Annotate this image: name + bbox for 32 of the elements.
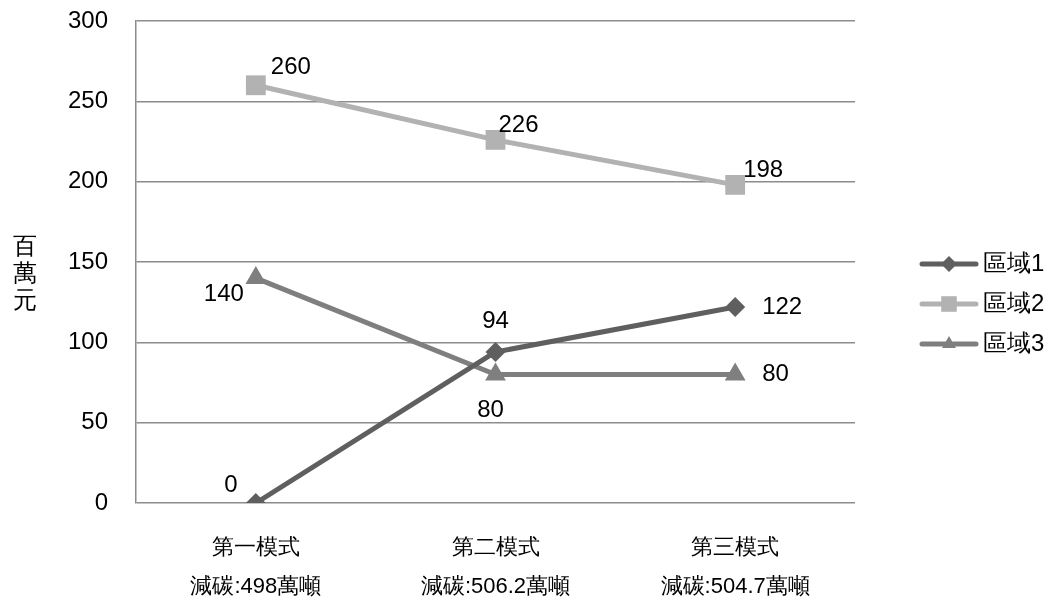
x-tick-label: 第二模式 [451,534,540,560]
point [724,362,746,381]
y-tick-label: 250 [67,85,108,113]
y-tick-label: 300 [67,5,108,33]
y-tick-label: 150 [67,246,108,274]
data-label: 140 [203,278,244,306]
legend-label: 區域3 [983,328,1045,356]
point [725,174,746,195]
y-tick-label: 50 [81,407,108,435]
y-tick-label: 200 [67,166,108,194]
legend-label: 區域1 [983,248,1045,276]
data-label: 80 [477,395,504,423]
y-tick-label: 0 [94,487,108,515]
point [485,362,506,381]
y-axis-title: 百萬元 [12,232,38,313]
text: 減碳:506.2萬噸 [420,573,571,599]
data-label: 226 [498,109,539,137]
data-label: 0 [224,469,238,497]
y-tick-label: 100 [67,326,108,354]
data-label: 94 [482,305,509,333]
x-tick-label: 第一模式 [211,534,300,560]
legend-label: 區域2 [983,288,1045,316]
data-label: 122 [762,291,803,319]
data-label: 260 [270,51,311,79]
point [245,75,266,96]
text: 減碳:498萬噸 [190,573,322,599]
text: 減碳:504.7萬噸 [660,573,810,599]
point [245,266,267,285]
data-label: 198 [743,154,784,182]
data-label: 80 [762,359,789,387]
point [725,296,746,317]
x-tick-label: 第三模式 [691,534,780,560]
